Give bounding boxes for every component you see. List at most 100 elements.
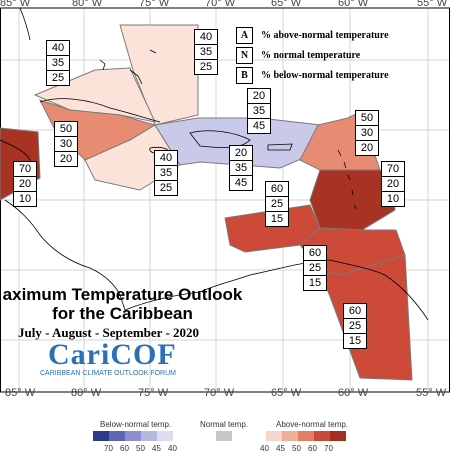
prob-normal: 35 xyxy=(230,161,252,176)
prob-box-bahamas-cuba-north: 40 35 25 xyxy=(46,40,70,86)
legend-key-normal: N xyxy=(236,47,253,64)
coastline-cuba xyxy=(39,98,161,123)
colorbar-below-tick: 70 xyxy=(104,444,113,453)
prob-normal: 35 xyxy=(155,166,177,181)
colorbar-above-swatch-60 xyxy=(314,431,330,441)
lon-label-80: 80° W xyxy=(71,387,102,399)
prob-below: 10 xyxy=(386,193,400,205)
prob-normal: 35 xyxy=(47,56,69,71)
prob-below: 45 xyxy=(234,177,248,189)
prob-box-abc-venezuela: 60 25 15 xyxy=(265,181,289,227)
legend-row-normal: N % normal temperature xyxy=(236,47,360,64)
prob-above: 20 xyxy=(248,89,270,104)
colorbar-above-swatch-40 xyxy=(266,431,282,441)
colorbar-below-label: Below-normal temp. xyxy=(100,420,172,429)
region-bahamas-east xyxy=(119,24,199,126)
map-title-line2: for the Caribbean xyxy=(52,304,193,323)
coastline-hispaniola xyxy=(189,130,251,149)
prob-above: 60 xyxy=(344,304,366,319)
prob-box-bahamas-east: 40 35 25 xyxy=(194,29,218,75)
outlook-period: July - August - September - 2020 xyxy=(18,325,200,340)
prob-above: 70 xyxy=(14,162,36,177)
prob-below: 15 xyxy=(270,213,284,225)
lon-label-top-70: 70° W xyxy=(205,0,236,9)
coastline-bahamas-3 xyxy=(149,49,157,54)
colorbar-above-swatch-45 xyxy=(282,431,298,441)
colorbar-below-swatch-60 xyxy=(109,431,125,441)
coastline-central-america xyxy=(4,199,126,311)
colorbar-normal-swatch xyxy=(216,431,232,441)
prob-box-leeward-north: 50 30 20 xyxy=(355,110,379,156)
colorbar-above-swatch-70 xyxy=(330,431,346,441)
legend-text-above: % above-normal temperature xyxy=(261,30,389,41)
coastline-florida xyxy=(19,7,31,41)
prob-normal: 35 xyxy=(195,45,217,60)
prob-above: 40 xyxy=(155,151,177,166)
lon-label-55: 55° W xyxy=(416,387,447,399)
caricof-logo: CariCOF xyxy=(48,338,177,371)
prob-above: 40 xyxy=(195,30,217,45)
colorbar-below-swatch-45 xyxy=(141,431,157,441)
prob-box-belize-yucatan: 70 20 10 xyxy=(13,161,37,207)
caricof-logo-subtitle: CARIBBEAN CLIMATE OUTLOOK FORUM xyxy=(40,370,176,377)
prob-normal: 20 xyxy=(382,177,404,192)
prob-above: 50 xyxy=(356,111,378,126)
lon-label-85: 85° W xyxy=(5,387,36,399)
prob-below: 25 xyxy=(159,182,173,194)
prob-normal: 25 xyxy=(344,319,366,334)
prob-above: 20 xyxy=(230,146,252,161)
prob-normal: 30 xyxy=(356,126,378,141)
prob-box-hispaniola-south: 20 35 45 xyxy=(229,145,253,191)
colorbar-above-swatch-50 xyxy=(298,431,314,441)
lon-label-top-55: 55° W xyxy=(417,0,448,9)
lon-label-top-75: 75° W xyxy=(139,0,170,9)
prob-below: 10 xyxy=(18,193,32,205)
prob-above: 70 xyxy=(382,162,404,177)
legend-row-below: B % below-normal temperature xyxy=(236,67,389,84)
colorbar-normal-label: Normal temp. xyxy=(200,420,249,429)
colorbar-below-tick: 45 xyxy=(152,444,161,453)
lon-label-70: 70° W xyxy=(204,387,235,399)
legend-text-below: % below-normal temperature xyxy=(261,70,389,81)
lon-label-top-80: 80° W xyxy=(72,0,103,9)
prob-normal: 20 xyxy=(14,177,36,192)
prob-above: 50 xyxy=(55,122,77,137)
prob-box-guianas: 60 25 15 xyxy=(343,303,367,349)
colorbar-above-tick: 40 xyxy=(260,444,269,453)
lon-label-75: 75° W xyxy=(138,387,169,399)
prob-normal: 35 xyxy=(248,104,270,119)
prob-above: 40 xyxy=(47,41,69,56)
prob-normal: 30 xyxy=(55,137,77,152)
lon-label-60: 60° W xyxy=(338,387,369,399)
prob-below: 25 xyxy=(51,72,65,84)
prob-below: 25 xyxy=(199,61,213,73)
prob-below: 20 xyxy=(360,142,374,154)
prob-below: 45 xyxy=(252,120,266,132)
prob-normal: 25 xyxy=(304,261,326,276)
prob-above: 60 xyxy=(266,182,288,197)
lon-label-65: 65° W xyxy=(271,387,302,399)
legend-row-above: A % above-normal temperature xyxy=(236,27,389,44)
prob-below: 15 xyxy=(348,335,362,347)
lon-label-top-60: 60° W xyxy=(338,0,369,9)
prob-box-lesser-antilles: 70 20 10 xyxy=(381,161,405,207)
prob-box-hispaniola-puerto-rico: 20 35 45 xyxy=(247,88,271,134)
prob-box-jamaica-cayman: 40 35 25 xyxy=(154,150,178,196)
coastline-bahamas-1 xyxy=(99,59,106,71)
colorbar-above-tick: 60 xyxy=(308,444,317,453)
prob-above: 60 xyxy=(304,246,326,261)
colorbar-above-tick: 45 xyxy=(276,444,285,453)
prob-box-trinidad: 60 25 15 xyxy=(303,245,327,291)
map-title-line1: aximum Temperature Outlook xyxy=(2,285,243,304)
lon-label-top-65: 65° W xyxy=(271,0,302,9)
colorbar-below-tick: 40 xyxy=(168,444,177,453)
colorbar-below-swatch-40 xyxy=(157,431,173,441)
prob-below: 15 xyxy=(308,277,322,289)
coastline-bahamas-2 xyxy=(129,69,143,85)
colorbar-below-swatch-50 xyxy=(125,431,141,441)
colorbar-above-tick: 50 xyxy=(292,444,301,453)
legend-text-normal: % normal temperature xyxy=(261,50,361,61)
colorbar-above-tick: 70 xyxy=(324,444,333,453)
legend-key-above: A xyxy=(236,27,253,44)
colorbar-below-tick: 50 xyxy=(136,444,145,453)
